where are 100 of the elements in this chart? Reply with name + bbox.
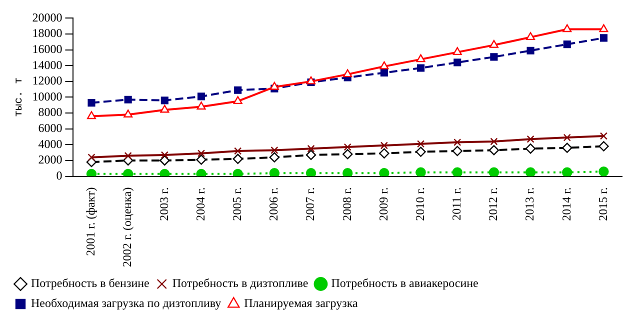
point	[380, 68, 388, 77]
point	[562, 142, 572, 153]
y-axis-title: тыс. т	[14, 77, 26, 118]
point	[306, 150, 316, 160]
point	[488, 167, 500, 176]
x-tick-label: 2008 г.	[340, 187, 354, 221]
point	[342, 149, 353, 160]
point	[488, 145, 500, 156]
point	[232, 168, 243, 176]
point	[452, 47, 462, 56]
point	[122, 168, 134, 176]
x-tick-label: 2001 г. (факт)	[84, 187, 98, 256]
point	[379, 168, 390, 176]
point	[197, 92, 206, 100]
point	[489, 40, 498, 48]
point	[306, 168, 316, 176]
y-tick-label: 6000	[38, 121, 62, 136]
legend-label: Потребность в бензине	[31, 276, 150, 290]
point	[160, 168, 170, 176]
point	[600, 34, 608, 42]
point	[416, 146, 426, 157]
x-tick-label: 2002 г. (оценка)	[120, 187, 134, 268]
point	[525, 144, 536, 154]
point	[416, 64, 425, 72]
x-tick-label: 2015 г.	[596, 187, 610, 221]
point	[124, 152, 132, 160]
y-tick-label: 12000	[32, 74, 62, 88]
x-tick-label: 2011 г.	[450, 187, 464, 220]
point	[525, 167, 536, 176]
point	[343, 69, 352, 78]
point	[563, 134, 571, 142]
point	[307, 144, 315, 152]
x-tick-label: 2009 г.	[376, 187, 390, 221]
legend-label: Необходимая загрузка по дизтопливу	[31, 296, 222, 310]
point	[124, 110, 133, 118]
point	[490, 138, 498, 146]
point	[563, 40, 571, 48]
point	[233, 96, 242, 104]
point	[88, 99, 96, 107]
point	[234, 86, 242, 94]
y-tick-label: 14000	[32, 58, 62, 72]
point	[452, 146, 462, 156]
x-tick-label: 2010 г.	[412, 187, 427, 221]
point	[526, 46, 534, 54]
x-tick-label: 2005 г.	[230, 187, 244, 221]
y-tick-label: 10000	[32, 89, 62, 104]
point	[160, 155, 170, 166]
y-tick-label: 0	[56, 168, 62, 182]
point	[380, 61, 389, 70]
y-tick-label: 16000	[32, 42, 62, 56]
x-tick-label: 2012 г.	[486, 187, 500, 221]
point	[196, 168, 206, 176]
point	[86, 111, 96, 120]
point	[380, 142, 388, 150]
point	[452, 167, 462, 176]
point	[270, 146, 278, 154]
y-tick-label: 8000	[38, 105, 62, 120]
point	[160, 151, 168, 159]
point	[416, 54, 426, 62]
x-tick-label: 2004 г.	[193, 187, 208, 221]
point	[600, 132, 608, 140]
point	[598, 166, 609, 176]
point	[232, 154, 243, 164]
point	[490, 53, 498, 61]
y-tick-label: 4000	[38, 136, 62, 151]
point	[379, 148, 390, 158]
point	[124, 96, 132, 104]
x-tick-label: 2007 г.	[303, 187, 318, 221]
point	[599, 24, 608, 32]
point	[269, 152, 280, 162]
point	[562, 24, 572, 32]
x-tick-label: 2013 г.	[522, 187, 537, 221]
y-tick-label: 2000	[38, 152, 62, 167]
legend-label: Планируемая загрузка	[244, 296, 359, 310]
x-tick-label: 2003 г.	[156, 187, 171, 221]
point	[197, 150, 206, 158]
point	[86, 168, 97, 176]
point	[598, 141, 609, 152]
point	[526, 135, 534, 143]
point	[526, 32, 536, 40]
x-tick-label: 2014 г.	[559, 187, 574, 221]
point	[196, 102, 206, 110]
point	[88, 154, 96, 162]
point	[269, 168, 280, 176]
point	[416, 140, 425, 148]
y-tick-label: 18000	[32, 26, 62, 40]
point	[270, 82, 279, 90]
point	[454, 138, 462, 146]
legend-label: Потребность в авиакеросине	[331, 276, 478, 290]
point	[562, 167, 572, 176]
point	[416, 167, 426, 176]
point	[454, 58, 462, 66]
y-tick-label: 20000	[32, 10, 62, 24]
point	[342, 168, 353, 176]
point	[344, 143, 352, 151]
legend-label: Потребность в дизтопливе	[172, 276, 308, 290]
x-tick-label: 2006 г.	[266, 187, 281, 221]
point	[196, 154, 206, 165]
point	[234, 147, 242, 155]
point	[160, 96, 168, 104]
